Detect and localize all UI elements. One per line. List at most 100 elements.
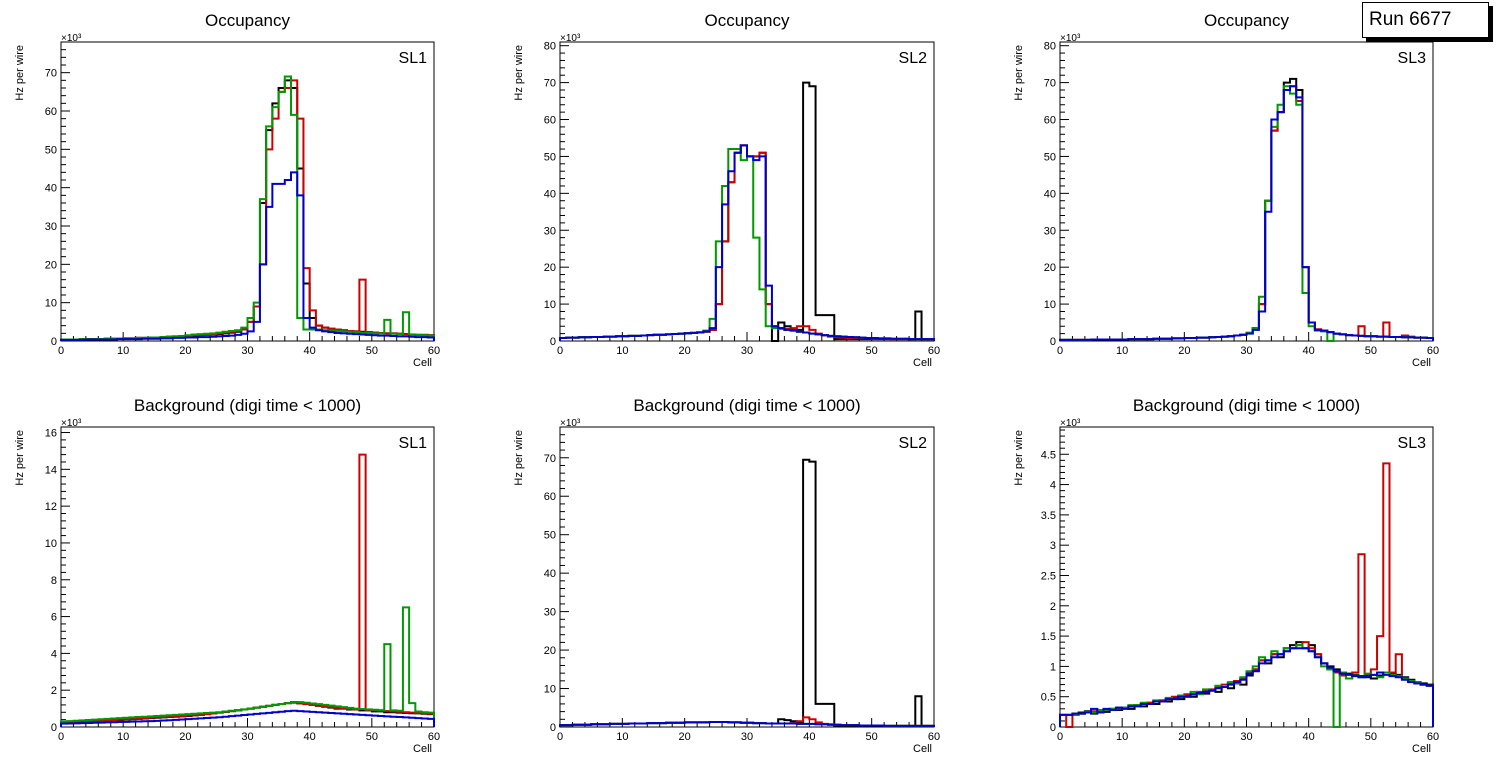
series-l4 <box>1059 647 1434 727</box>
x-axis-label: Cell <box>1412 357 1431 369</box>
y-tick-label: 3.5 <box>1041 510 1056 522</box>
y-tick-label: 6 <box>51 612 57 624</box>
y-multiplier: ×10³ <box>61 418 82 429</box>
series-l1 <box>559 458 935 727</box>
series-l1 <box>1059 77 1434 341</box>
x-tick-label: 40 <box>803 731 815 743</box>
x-tick-label: 30 <box>1240 345 1252 357</box>
y-tick-label: 0 <box>1050 722 1056 734</box>
y-axis-label: Hz per wire <box>14 430 26 486</box>
plot-frame <box>559 426 935 728</box>
y-axis-label: Hz per wire <box>513 430 525 486</box>
y-multiplier: ×10³ <box>560 418 581 429</box>
y-tick-label: 2 <box>51 685 57 697</box>
y-tick-label: 80 <box>1044 41 1056 53</box>
histogram-line <box>559 81 935 342</box>
x-tick-label: 40 <box>1303 731 1315 743</box>
y-tick-label: 8 <box>51 575 57 587</box>
histogram-line <box>1059 85 1434 341</box>
y-tick-label: 50 <box>1044 151 1056 163</box>
y-tick-label: 70 <box>1044 78 1056 90</box>
chart-title: Background (digi time < 1000) <box>633 396 860 415</box>
x-tick-label: 10 <box>616 731 628 743</box>
y-tick-label: 30 <box>544 607 556 619</box>
histogram-line <box>60 75 435 341</box>
y-tick-label: 20 <box>45 259 57 271</box>
y-tick-label: 70 <box>544 78 556 90</box>
chart-title: Background (digi time < 1000) <box>1133 396 1360 415</box>
x-tick-label: 0 <box>1057 345 1063 357</box>
y-multiplier: ×10³ <box>1060 418 1081 429</box>
x-axis-label: Cell <box>413 357 432 369</box>
y-tick-label: 50 <box>544 151 556 163</box>
series-l2 <box>1059 462 1434 728</box>
y-tick-label: 10 <box>45 298 57 310</box>
y-tick-label: 30 <box>45 221 57 233</box>
histogram-line <box>60 79 435 341</box>
x-tick-label: 60 <box>1427 731 1439 743</box>
x-axis-label: Cell <box>1412 743 1431 755</box>
y-axis-label: Hz per wire <box>14 45 26 101</box>
x-tick-label: 20 <box>679 731 691 743</box>
series-l3 <box>559 148 935 341</box>
y-tick-label: 60 <box>544 491 556 503</box>
series-l2 <box>60 453 435 727</box>
histogram-line <box>559 458 935 727</box>
superlayer-label: SL2 <box>899 435 928 452</box>
histogram-line <box>559 144 935 341</box>
y-tick-label: 4 <box>1050 480 1056 492</box>
x-tick-label: 10 <box>1116 731 1128 743</box>
y-tick-label: 80 <box>544 41 556 53</box>
x-tick-label: 60 <box>1427 345 1439 357</box>
y-tick-label: 30 <box>544 225 556 237</box>
histogram-line <box>1059 85 1434 341</box>
x-axis-label: Cell <box>413 743 432 755</box>
x-tick-label: 40 <box>803 345 815 357</box>
y-tick-label: 0 <box>1050 336 1056 348</box>
chart-panel-5: Background (digi time < 1000) 0 10 20 30 40 50… <box>513 396 940 755</box>
superlayer-label: SL2 <box>899 50 928 67</box>
x-tick-label: 50 <box>1365 731 1377 743</box>
x-tick-label: 60 <box>928 345 940 357</box>
y-tick-label: 50 <box>45 144 57 156</box>
chart-title: Occupancy <box>1204 11 1290 30</box>
y-axis-label: Hz per wire <box>1013 430 1025 486</box>
x-tick-label: 10 <box>616 345 628 357</box>
y-tick-label: 40 <box>544 568 556 580</box>
x-tick-label: 50 <box>1365 345 1377 357</box>
x-tick-label: 20 <box>179 345 191 357</box>
y-axis-label: Hz per wire <box>1013 45 1025 101</box>
x-tick-label: 20 <box>1178 345 1190 357</box>
run-label: Run 6677 <box>1362 2 1489 38</box>
y-tick-label: 70 <box>544 453 556 465</box>
x-tick-label: 0 <box>557 345 563 357</box>
x-tick-label: 30 <box>241 731 253 743</box>
x-tick-label: 40 <box>1303 345 1315 357</box>
histogram-line <box>559 144 935 341</box>
series-l3 <box>60 606 435 727</box>
y-tick-label: 2 <box>1050 601 1056 613</box>
x-tick-label: 20 <box>1178 731 1190 743</box>
histogram-line <box>60 606 435 727</box>
histogram-line <box>1059 647 1434 727</box>
y-tick-label: 20 <box>544 645 556 657</box>
histogram-line <box>60 453 435 727</box>
x-tick-label: 60 <box>428 731 440 743</box>
x-tick-label: 20 <box>679 345 691 357</box>
y-tick-label: 70 <box>45 68 57 80</box>
y-tick-label: 20 <box>1044 262 1056 274</box>
x-axis-label: Cell <box>913 357 932 369</box>
y-tick-label: 60 <box>45 106 57 118</box>
plot-frame <box>559 41 935 342</box>
series-l4 <box>1059 85 1434 341</box>
y-tick-label: 0 <box>51 722 57 734</box>
chart-title: Occupancy <box>205 11 291 30</box>
x-tick-label: 60 <box>928 731 940 743</box>
y-tick-label: 0 <box>550 722 556 734</box>
series-l2 <box>1059 85 1434 341</box>
y-tick-label: 40 <box>45 183 57 195</box>
histogram-line <box>559 148 935 341</box>
x-tick-label: 40 <box>304 731 316 743</box>
y-tick-label: 30 <box>1044 225 1056 237</box>
x-tick-label: 10 <box>117 345 129 357</box>
